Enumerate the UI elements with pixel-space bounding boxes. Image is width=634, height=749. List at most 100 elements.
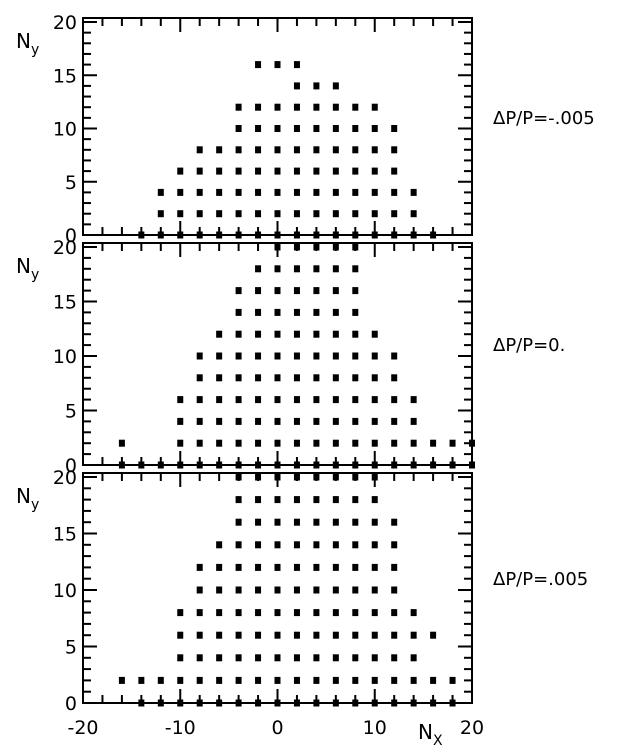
data-point xyxy=(313,563,320,571)
y-axis-title: Ny xyxy=(16,484,39,513)
data-point xyxy=(274,541,281,549)
data-point xyxy=(391,396,398,404)
data-point xyxy=(371,396,378,404)
data-point xyxy=(293,265,300,273)
data-point xyxy=(138,676,145,684)
data-point xyxy=(313,518,320,526)
data-point xyxy=(255,103,262,111)
data-point xyxy=(391,125,398,132)
data-point xyxy=(410,231,417,239)
data-point xyxy=(274,330,281,338)
data-point xyxy=(332,676,339,684)
data-point xyxy=(274,496,281,504)
data-point xyxy=(332,609,339,617)
data-point xyxy=(274,61,281,69)
data-point xyxy=(216,146,223,154)
data-point xyxy=(255,396,262,404)
data-point xyxy=(255,330,262,338)
y-tick-label: 5 xyxy=(65,401,77,423)
data-point xyxy=(196,654,203,662)
data-point xyxy=(371,231,378,239)
data-point xyxy=(352,654,359,662)
data-point xyxy=(216,330,223,338)
data-point xyxy=(235,541,242,549)
data-point xyxy=(216,188,223,196)
data-point xyxy=(371,374,378,382)
data-point xyxy=(293,287,300,295)
data-point xyxy=(352,146,359,154)
data-point xyxy=(313,461,320,469)
data-point xyxy=(332,125,339,132)
data-point xyxy=(313,586,320,594)
data-point xyxy=(235,146,242,154)
data-point xyxy=(293,188,300,196)
data-point xyxy=(216,210,223,218)
data-point xyxy=(391,374,398,382)
data-point xyxy=(235,496,242,504)
data-point xyxy=(371,609,378,617)
data-point xyxy=(430,631,437,639)
panel-annotation: ΔP/P=.005 xyxy=(493,569,588,590)
data-point xyxy=(157,699,164,707)
data-point xyxy=(293,231,300,239)
data-point xyxy=(255,231,262,239)
data-point xyxy=(216,396,223,404)
axis-ticks xyxy=(82,18,473,236)
data-point xyxy=(371,676,378,684)
data-point xyxy=(216,699,223,707)
data-point xyxy=(410,654,417,662)
data-point xyxy=(332,330,339,338)
data-point xyxy=(313,439,320,447)
data-point xyxy=(293,243,300,251)
data-point xyxy=(313,82,320,90)
data-point xyxy=(391,210,398,218)
data-point xyxy=(274,188,281,196)
data-point xyxy=(216,609,223,617)
data-point xyxy=(391,167,398,175)
data-point xyxy=(293,125,300,132)
x-axis-title: NX xyxy=(418,720,443,749)
data-point xyxy=(391,439,398,447)
data-point xyxy=(430,439,437,447)
data-point xyxy=(332,396,339,404)
data-point xyxy=(371,352,378,360)
data-point xyxy=(216,374,223,382)
data-point xyxy=(352,330,359,338)
data-point xyxy=(274,146,281,154)
y-tick-labels: 0 5 10 15 20 xyxy=(53,12,77,247)
data-point xyxy=(410,439,417,447)
data-point xyxy=(235,287,242,295)
data-point xyxy=(352,417,359,425)
data-point xyxy=(391,631,398,639)
y-tick-label: 5 xyxy=(65,172,77,194)
data-point xyxy=(449,676,456,684)
data-point xyxy=(255,586,262,594)
data-point xyxy=(371,417,378,425)
data-point xyxy=(196,146,203,154)
data-point xyxy=(293,210,300,218)
data-point xyxy=(352,265,359,273)
data-point xyxy=(235,103,242,111)
data-point xyxy=(332,699,339,707)
data-point xyxy=(332,374,339,382)
data-point xyxy=(255,676,262,684)
data-point xyxy=(177,439,184,447)
y-tick-label: 15 xyxy=(53,65,77,87)
data-point xyxy=(274,396,281,404)
y-tick-label: 0 xyxy=(65,455,77,477)
data-point xyxy=(332,287,339,295)
data-point xyxy=(293,518,300,526)
data-point xyxy=(313,243,320,251)
data-point xyxy=(332,352,339,360)
data-point xyxy=(255,461,262,469)
data-point xyxy=(274,631,281,639)
data-point xyxy=(177,188,184,196)
data-point xyxy=(313,631,320,639)
data-point xyxy=(430,231,437,239)
data-point xyxy=(235,461,242,469)
data-point xyxy=(332,439,339,447)
data-point xyxy=(293,496,300,504)
data-point xyxy=(255,541,262,549)
data-point xyxy=(371,125,378,132)
data-point xyxy=(138,699,145,707)
